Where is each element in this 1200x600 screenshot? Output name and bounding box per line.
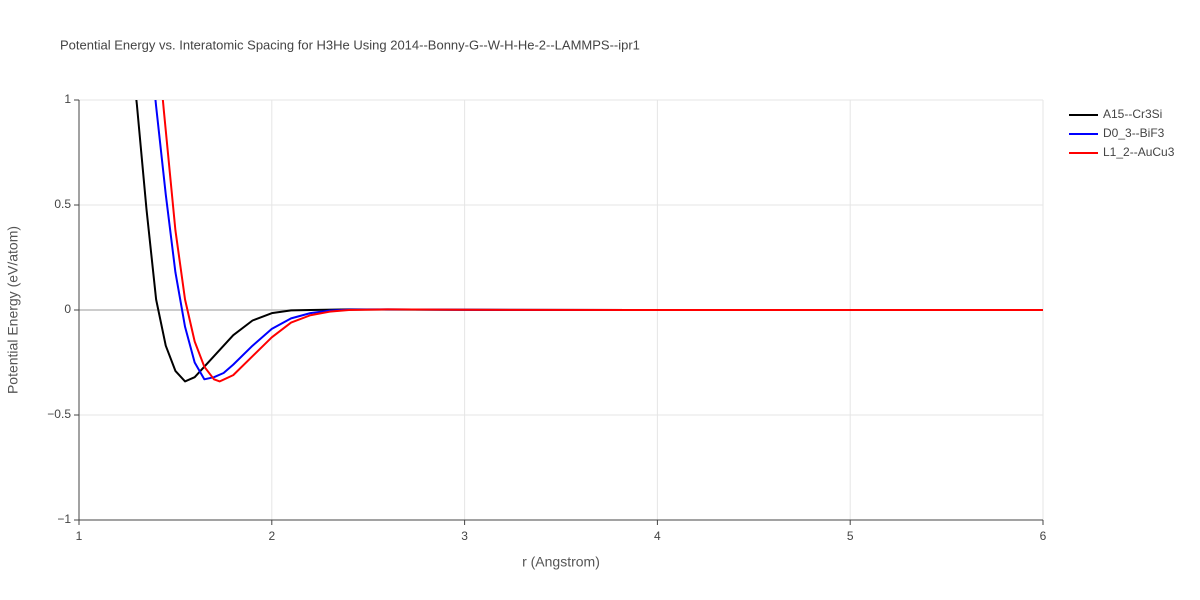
legend-label[interactable]: D0_3--BiF3 <box>1103 126 1165 140</box>
y-axis-title: Potential Energy (eV/atom) <box>5 226 21 394</box>
x-tick-label: 6 <box>1040 529 1047 543</box>
legend-label[interactable]: A15--Cr3Si <box>1103 107 1162 121</box>
series-line <box>161 100 1043 383</box>
x-tick-label: 3 <box>461 529 468 543</box>
y-tick-label: 0 <box>64 302 71 316</box>
x-tick-label: 4 <box>654 529 661 543</box>
series-line <box>154 100 1043 381</box>
y-tick-label: 1 <box>64 92 71 106</box>
y-tick-label: 0.5 <box>54 197 71 211</box>
series-line <box>135 100 1043 383</box>
x-axis-title: r (Angstrom) <box>522 554 600 570</box>
plot-area <box>135 100 1043 383</box>
x-tick-label: 1 <box>76 529 83 543</box>
chart-title: Potential Energy vs. Interatomic Spacing… <box>60 37 640 52</box>
legend-label[interactable]: L1_2--AuCu3 <box>1103 145 1175 159</box>
axes: 1 2 3 4 5 6 −1 −0.5 0 0.5 1 <box>47 92 1046 543</box>
x-tick-label: 2 <box>268 529 275 543</box>
x-tick-label: 5 <box>847 529 854 543</box>
y-tick-label: −1 <box>57 512 71 526</box>
y-tick-label: −0.5 <box>47 407 71 421</box>
